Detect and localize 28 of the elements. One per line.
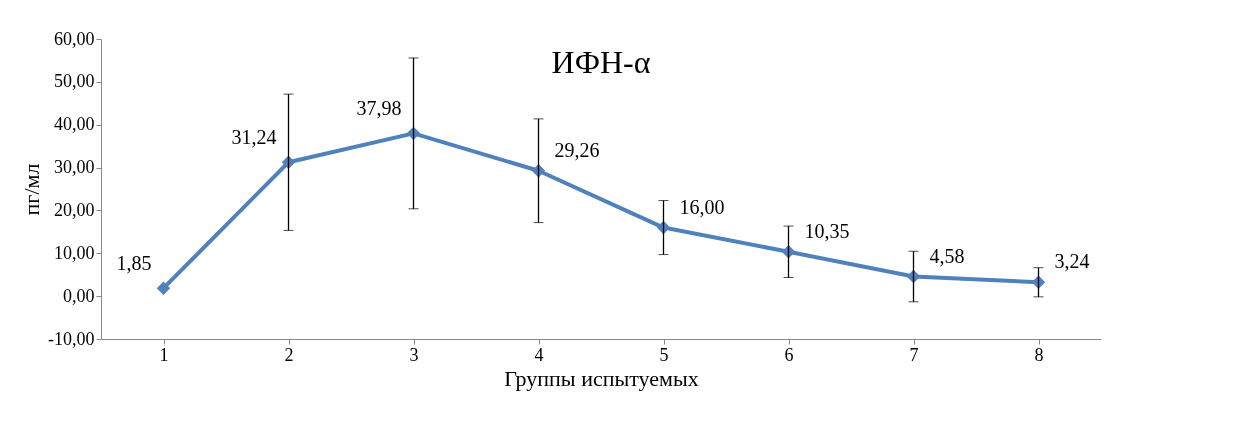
x-tick-label: 7 (909, 344, 919, 365)
x-tick-label: 4 (534, 344, 544, 365)
x-tick-label: 3 (409, 344, 419, 365)
x-tick-label: 8 (1034, 344, 1044, 365)
data-label: 31,24 (231, 126, 277, 149)
y-tick-label: -10,00 (48, 328, 95, 349)
x-tick-label: 5 (659, 344, 669, 365)
x-axis-title: Группы испытуемых (504, 365, 699, 391)
y-axis-title: пг/мл (19, 163, 45, 216)
data-label: 1,85 (116, 252, 152, 275)
data-label: 37,98 (356, 97, 402, 120)
x-tick-label: 2 (284, 344, 294, 365)
y-tick-label: 30,00 (54, 157, 95, 178)
y-tick-label: 40,00 (54, 114, 95, 135)
data-label: 10,35 (804, 219, 850, 242)
x-tick-label: 6 (784, 344, 794, 365)
y-tick-label: 60,00 (54, 28, 95, 49)
data-label: 16,00 (679, 195, 725, 218)
y-tick-label: 20,00 (54, 199, 95, 220)
y-tick-label: 0,00 (63, 285, 95, 306)
data-label: 29,26 (554, 138, 600, 161)
data-label: 4,58 (929, 244, 965, 267)
point (156, 281, 171, 295)
y-tick-label: 10,00 (54, 242, 95, 263)
chart-title: ИФН-α (551, 44, 651, 80)
data-label: 3,24 (1054, 250, 1090, 273)
x-tick-label: 1 (159, 344, 169, 365)
y-tick-label: 50,00 (54, 71, 95, 92)
